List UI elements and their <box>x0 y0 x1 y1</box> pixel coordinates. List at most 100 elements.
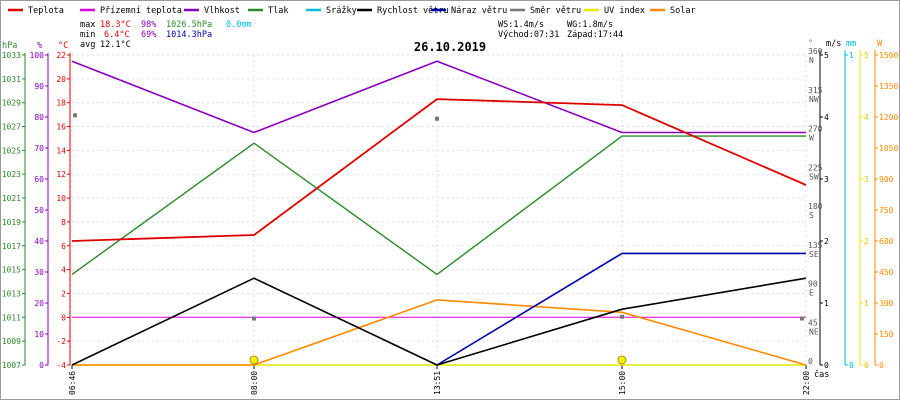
c-tick-label: 2 <box>61 289 66 298</box>
mm-tick-label: 1 <box>849 51 854 60</box>
hpa-tick-label: 1019 <box>2 218 21 227</box>
wind-direction-marker <box>73 113 77 118</box>
ms-tick-label: 2 <box>824 237 829 246</box>
stat-ws: WS:1.4m/s <box>498 20 544 30</box>
uv-tick-label: 0 <box>864 361 869 370</box>
deg-axis-label: ° <box>808 39 813 49</box>
stat-max-label: max <box>80 20 95 30</box>
hpa-tick-label: 1021 <box>2 194 21 203</box>
series-vlhkost <box>71 60 806 134</box>
hpa-tick-label: 1011 <box>2 313 21 322</box>
pct-tick-label: 50 <box>34 206 44 215</box>
legend-label: Rychlost větru <box>377 6 449 16</box>
pct-tick-label: 10 <box>34 330 44 339</box>
uv-tick-label: 1 <box>864 299 869 308</box>
w-tick-label: 450 <box>879 268 894 277</box>
deg-tick-label: 90 <box>808 280 818 289</box>
mm-axis-label: mm <box>846 39 856 49</box>
w-tick-label: 600 <box>879 237 894 246</box>
legend-label: Přízemní teplota <box>100 6 182 16</box>
hpa-tick-label: 1031 <box>2 75 21 84</box>
stat-max-temp: 18.3°C <box>100 20 131 30</box>
w-tick-label: 1500 <box>879 51 898 60</box>
w-axis-label: W <box>877 39 883 49</box>
c-tick-label: 14 <box>56 146 66 155</box>
dir-tick-label: NE <box>809 327 819 336</box>
mm-tick-label: 0 <box>849 361 854 370</box>
w-tick-label: 1050 <box>879 144 898 153</box>
x-tick-label: 15:00 <box>618 371 627 395</box>
stat-max-press: 1026.5hPa <box>166 20 212 30</box>
uv-tick-label: 3 <box>864 175 869 184</box>
deg-tick-label: 0 <box>808 357 813 366</box>
wind-direction-marker <box>252 316 256 321</box>
deg-tick-label: 270 <box>808 125 823 134</box>
ms-tick-label: 4 <box>824 113 829 122</box>
hpa-tick-label: 1009 <box>2 337 21 346</box>
w-tick-label: 750 <box>879 206 894 215</box>
hpa-tick-label: 1025 <box>2 146 21 155</box>
uv-sun-marker <box>249 355 259 365</box>
deg-tick-label: 315 <box>808 86 823 95</box>
w-tick-label: 300 <box>879 299 894 308</box>
hpa-tick-label: 1007 <box>2 361 21 370</box>
series-tlak <box>71 135 806 276</box>
c-tick-label: 0 <box>61 313 66 322</box>
series-n-raz-v-tru <box>436 252 806 366</box>
pct-axis-label: % <box>37 41 42 51</box>
plot-area <box>71 60 807 366</box>
x-tick-label: 06:46 <box>68 371 77 395</box>
dir-tick-label: SE <box>809 250 819 259</box>
c-tick-label: 4 <box>61 266 66 275</box>
c-tick-label: -4 <box>56 361 66 370</box>
c-tick-label: 22 <box>56 51 66 60</box>
wind-direction-marker <box>620 314 624 319</box>
wind-direction-marker <box>435 116 439 121</box>
dir-tick-label: S <box>809 211 814 220</box>
legend-label: Teplota <box>28 6 64 16</box>
dir-tick-label: NW <box>809 95 819 104</box>
legend-label: Tlak <box>268 6 288 16</box>
x-tick-label: 22:00 <box>802 371 811 395</box>
w-tick-label: 0 <box>879 361 884 370</box>
legend-label: Srážky <box>326 6 357 16</box>
ms-axis-label: m/s <box>826 39 841 49</box>
pct-tick-label: 20 <box>34 299 44 308</box>
legend-label: Vlhkost <box>204 6 240 16</box>
chart-title: 26.10.2019 <box>414 40 486 54</box>
uv-sun-marker <box>617 355 627 365</box>
dir-tick-label: N <box>809 56 814 65</box>
hpa-tick-label: 1013 <box>2 289 21 298</box>
c-tick-label: 20 <box>56 75 66 84</box>
hpa-tick-label: 1015 <box>2 266 21 275</box>
hpa-tick-label: 1017 <box>2 242 21 251</box>
legend: Teplota Přízemní teplota Vlhkost Tlak Srážky… <box>8 6 696 16</box>
stat-min-hum: 69% <box>141 30 156 40</box>
hpa-tick-label: 1033 <box>2 51 21 60</box>
stat-max-hum: 98% <box>141 20 156 30</box>
hpa-tick-label: 1023 <box>2 170 21 179</box>
stat-wg: WG:1.8m/s <box>567 20 613 30</box>
x-axis-label: čas <box>814 369 829 380</box>
axes: hPa% °C1033103110291027102510231021101910… <box>2 39 899 370</box>
deg-tick-label: 180 <box>808 202 823 211</box>
hpa-tick-label: 1027 <box>2 123 21 132</box>
deg-tick-label: 360 <box>808 47 823 56</box>
grid: 06:46 08:00 13:51 15:00 22:00 čas <box>68 54 829 395</box>
stat-avg-temp: 12.1°C <box>100 40 131 50</box>
series-solar <box>72 299 807 366</box>
stat-sunset: Západ:17:44 <box>567 30 623 40</box>
w-tick-label: 150 <box>879 330 894 339</box>
stat-min-temp: 6.4°C <box>104 30 130 40</box>
uv-tick-label: 2 <box>864 237 869 246</box>
pct-tick-label: 40 <box>34 237 44 246</box>
stat-min-label: min <box>80 30 95 40</box>
pct-tick-label: 0 <box>39 361 44 370</box>
ms-tick-label: 1 <box>824 299 829 308</box>
ms-tick-label: 5 <box>824 51 829 60</box>
dir-tick-label: SW <box>809 172 819 181</box>
c-tick-label: -2 <box>56 337 66 346</box>
ms-tick-label: 3 <box>824 175 829 184</box>
pct-tick-label: 30 <box>34 268 44 277</box>
series-teplota <box>71 98 807 242</box>
